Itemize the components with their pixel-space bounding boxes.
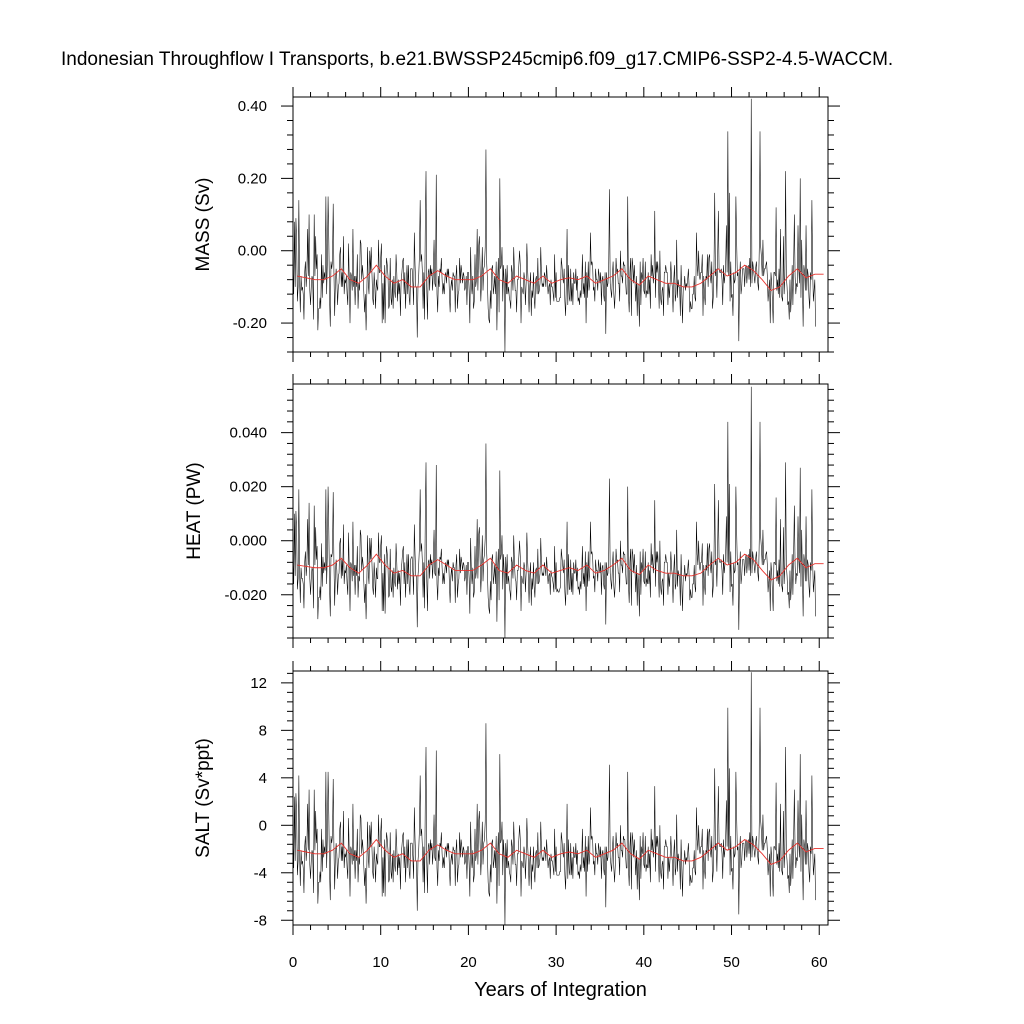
heat-panel: 0.040 0.020 0.000 -0.020 HEAT (PW) bbox=[184, 374, 840, 648]
salt-y-tick-label: 0 bbox=[259, 817, 267, 834]
salt-x-tick-label: 0 bbox=[289, 954, 297, 971]
salt-x-tick-label: 40 bbox=[635, 954, 652, 971]
salt-plot-frame bbox=[292, 670, 829, 926]
figure-title: Indonesian Throughflow I Transports, b.e… bbox=[61, 49, 893, 70]
salt-y-tick-label: 8 bbox=[259, 722, 267, 739]
salt-annual-mean-line bbox=[297, 838, 824, 866]
salt-y-tick-label: 12 bbox=[250, 675, 267, 692]
mass-plot-frame bbox=[292, 96, 829, 353]
mass-monthly-series-line bbox=[293, 98, 816, 352]
salt-y-axis-label: SALT (Sv*ppt) bbox=[193, 738, 214, 858]
heat-y-tick-label: -0.020 bbox=[224, 587, 267, 604]
heat-y-tick-label: 0.000 bbox=[229, 533, 267, 550]
mass-panel: 0.40 0.20 0.00 -0.20 MASS (Sv) bbox=[193, 87, 840, 362]
salt-y-tick-label: -8 bbox=[254, 912, 267, 929]
heat-y-tick-label: 0.020 bbox=[229, 479, 267, 496]
salt-monthly-series-line bbox=[293, 672, 816, 925]
mass-y-tick-label: -0.20 bbox=[233, 315, 267, 332]
heat-y-axis-label: HEAT (PW) bbox=[184, 462, 205, 559]
mass-y-tick-label: 0.20 bbox=[238, 170, 267, 187]
heat-annual-mean-line bbox=[297, 553, 824, 581]
heat-plot-frame bbox=[292, 383, 829, 639]
heat-y-tick-label: 0.040 bbox=[229, 425, 267, 442]
mass-y-tick-label: 0.40 bbox=[238, 98, 267, 115]
panels: 0.40 0.20 0.00 -0.20 MASS (Sv) 0.040 0.020 0.00… bbox=[184, 87, 840, 1001]
mass-y-tick-label: 0.00 bbox=[238, 243, 267, 260]
salt-y-tick-label: -4 bbox=[254, 865, 267, 882]
salt-x-tick-label: 20 bbox=[460, 954, 477, 971]
salt-x-tick-label: 10 bbox=[372, 954, 389, 971]
heat-monthly-series-line bbox=[293, 386, 816, 638]
salt-x-tick-label: 60 bbox=[811, 954, 828, 971]
x-axis-label: Years of Integration bbox=[474, 979, 647, 1001]
salt-x-tick-label: 30 bbox=[548, 954, 565, 971]
salt-x-tick-label: 50 bbox=[723, 954, 740, 971]
mass-annual-mean-line bbox=[297, 264, 824, 292]
salt-y-tick-label: 4 bbox=[259, 770, 267, 787]
mass-y-axis-label: MASS (Sv) bbox=[193, 178, 214, 272]
